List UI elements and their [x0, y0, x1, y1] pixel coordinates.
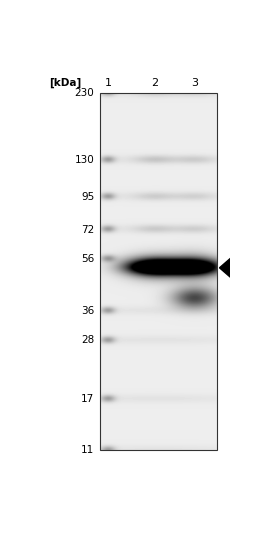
Text: 72: 72 — [81, 225, 94, 235]
Text: 56: 56 — [81, 254, 94, 264]
Text: 230: 230 — [75, 88, 94, 98]
Text: 36: 36 — [81, 306, 94, 316]
Text: 95: 95 — [81, 192, 94, 202]
Text: 3: 3 — [191, 78, 198, 88]
Text: 1: 1 — [105, 78, 112, 88]
Text: 28: 28 — [81, 336, 94, 346]
Text: 17: 17 — [81, 394, 94, 404]
Text: 2: 2 — [152, 78, 158, 88]
Text: 130: 130 — [75, 155, 94, 165]
Text: [kDa]: [kDa] — [50, 78, 82, 88]
Polygon shape — [219, 257, 231, 278]
Text: 11: 11 — [81, 445, 94, 455]
